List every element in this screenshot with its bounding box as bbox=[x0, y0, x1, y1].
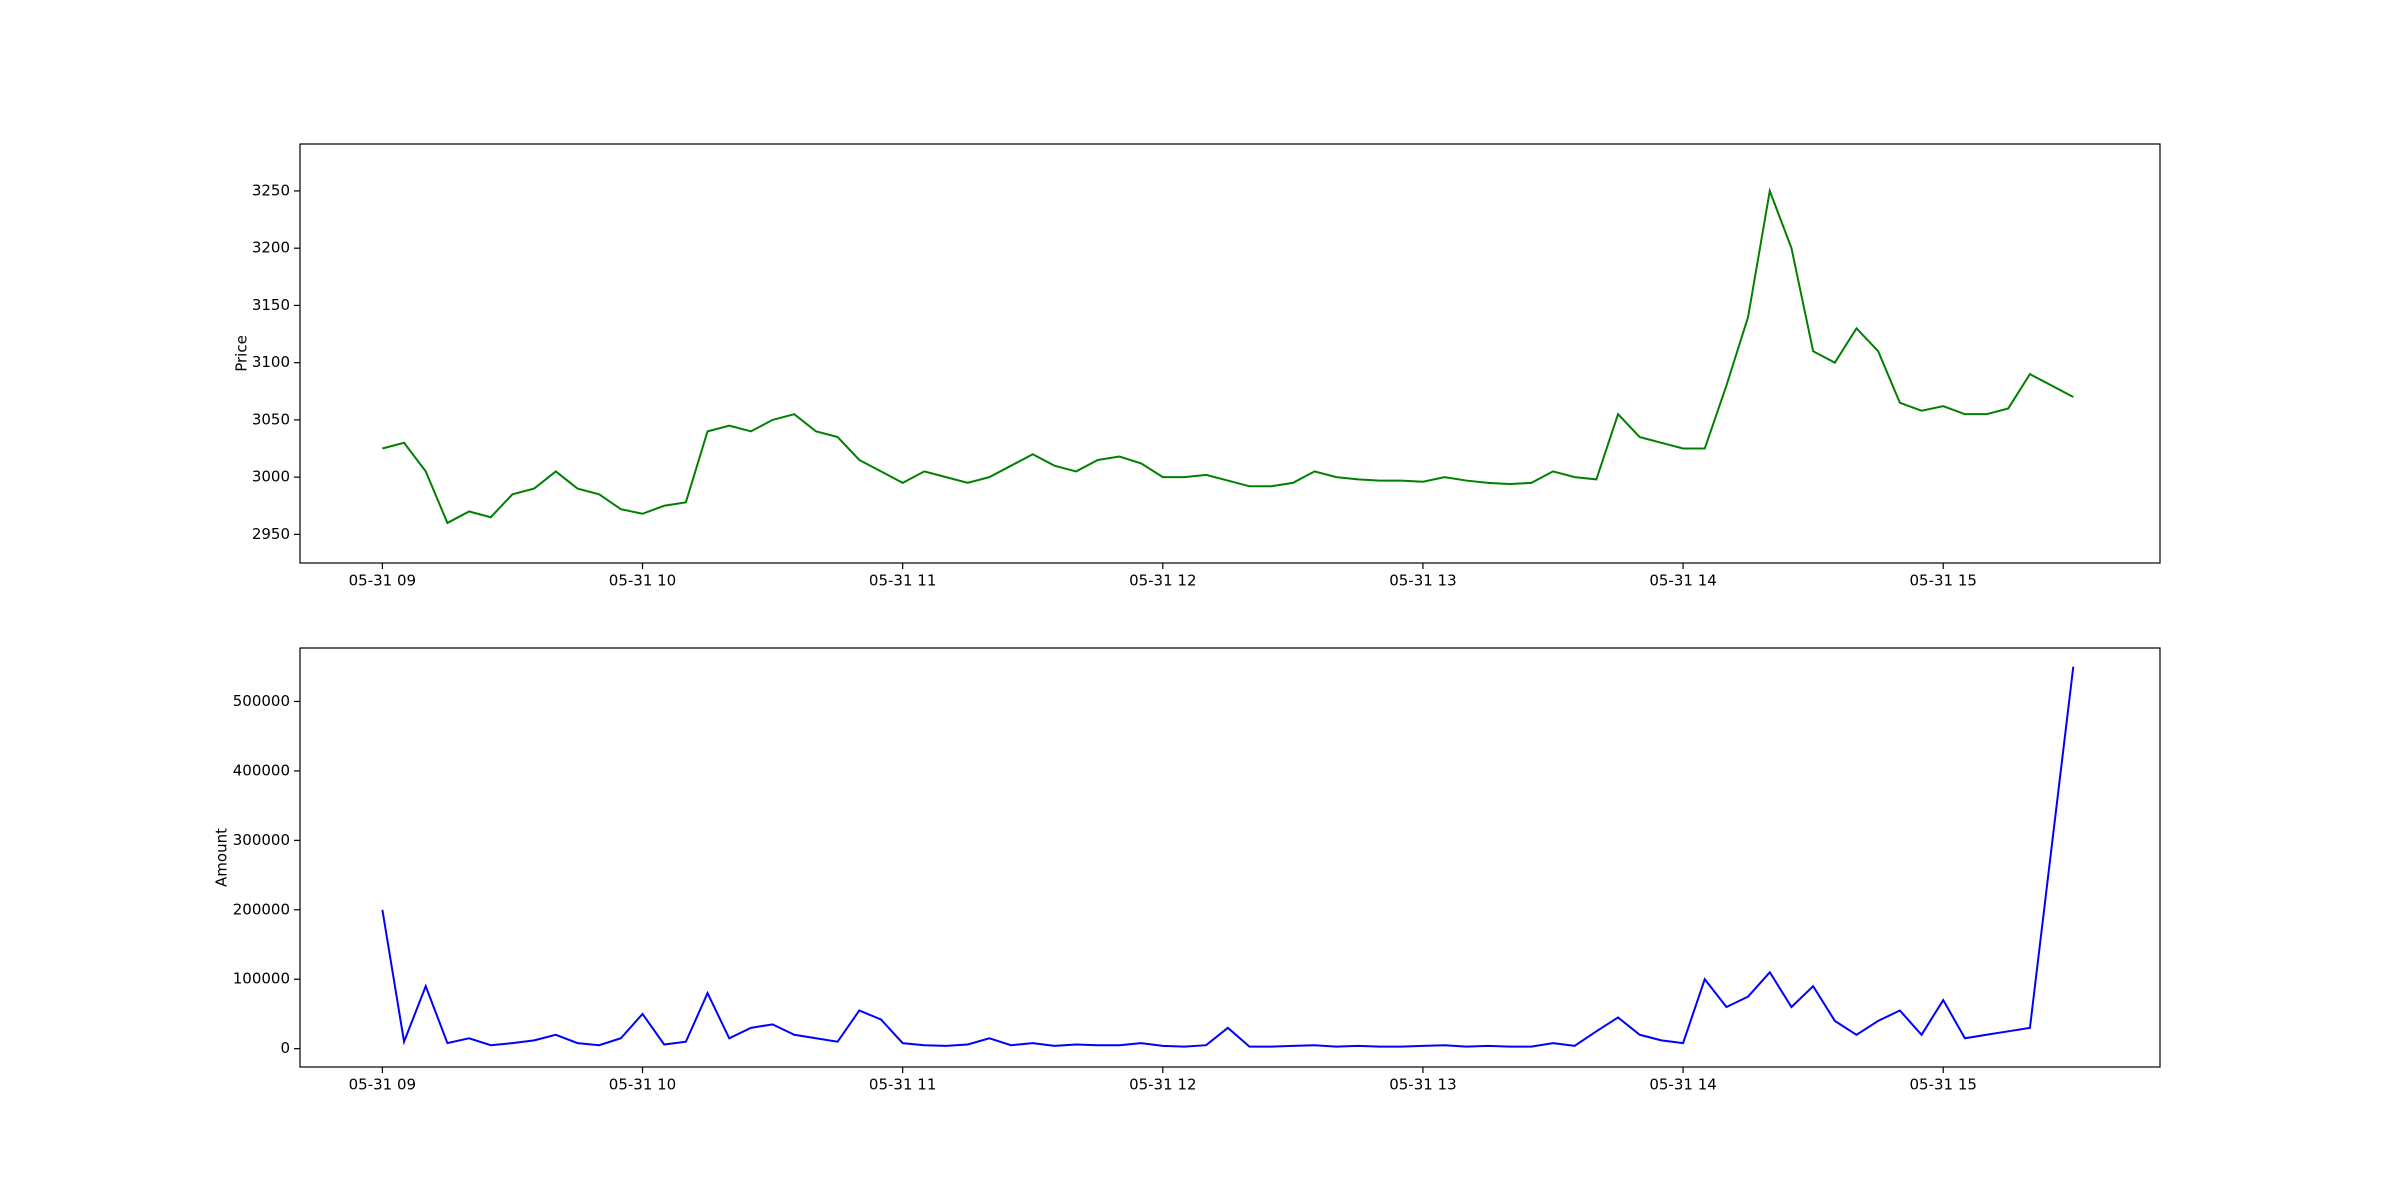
y-tick-label: 3150 bbox=[252, 296, 290, 314]
y-tick-label: 3250 bbox=[252, 181, 290, 199]
y-tick-label: 200000 bbox=[233, 900, 290, 918]
x-tick-label: 05-31 10 bbox=[609, 572, 676, 590]
x-tick-label: 05-31 14 bbox=[1649, 1076, 1716, 1094]
x-tick-label: 05-31 13 bbox=[1389, 1076, 1456, 1094]
y-axis-label: Amount bbox=[213, 828, 231, 887]
data-line bbox=[381, 666, 2075, 1048]
x-tick-label: 05-31 10 bbox=[609, 1076, 676, 1094]
x-tick-label: 05-31 09 bbox=[349, 1076, 416, 1094]
x-tick-label: 05-31 13 bbox=[1389, 572, 1456, 590]
x-tick-label: 05-31 12 bbox=[1129, 572, 1196, 590]
x-tick-label: 05-31 11 bbox=[869, 572, 936, 590]
y-tick-label: 500000 bbox=[233, 692, 290, 710]
y-tick-label: 3000 bbox=[252, 468, 290, 486]
y-tick-label: 300000 bbox=[233, 831, 290, 849]
axes-frame bbox=[299, 143, 2161, 564]
x-tick-label: 05-31 12 bbox=[1129, 1076, 1196, 1094]
y-tick-label: 400000 bbox=[233, 761, 290, 779]
axes-frame bbox=[299, 647, 2161, 1068]
y-tick-label: 3200 bbox=[252, 239, 290, 257]
y-tick-label: 0 bbox=[280, 1039, 290, 1057]
y-tick-label: 100000 bbox=[233, 970, 290, 988]
data-line bbox=[382, 187, 2074, 525]
x-tick-label: 05-31 11 bbox=[869, 1076, 936, 1094]
x-tick-label: 05-31 09 bbox=[349, 572, 416, 590]
x-tick-label: 05-31 15 bbox=[1909, 1076, 1976, 1094]
y-tick-label: 2950 bbox=[252, 525, 290, 543]
y-axis-label: Price bbox=[233, 335, 251, 372]
y-tick-label: 3050 bbox=[252, 410, 290, 428]
x-tick-label: 05-31 14 bbox=[1649, 572, 1716, 590]
y-tick-label: 3100 bbox=[252, 353, 290, 371]
x-tick-label: 05-31 15 bbox=[1909, 572, 1976, 590]
